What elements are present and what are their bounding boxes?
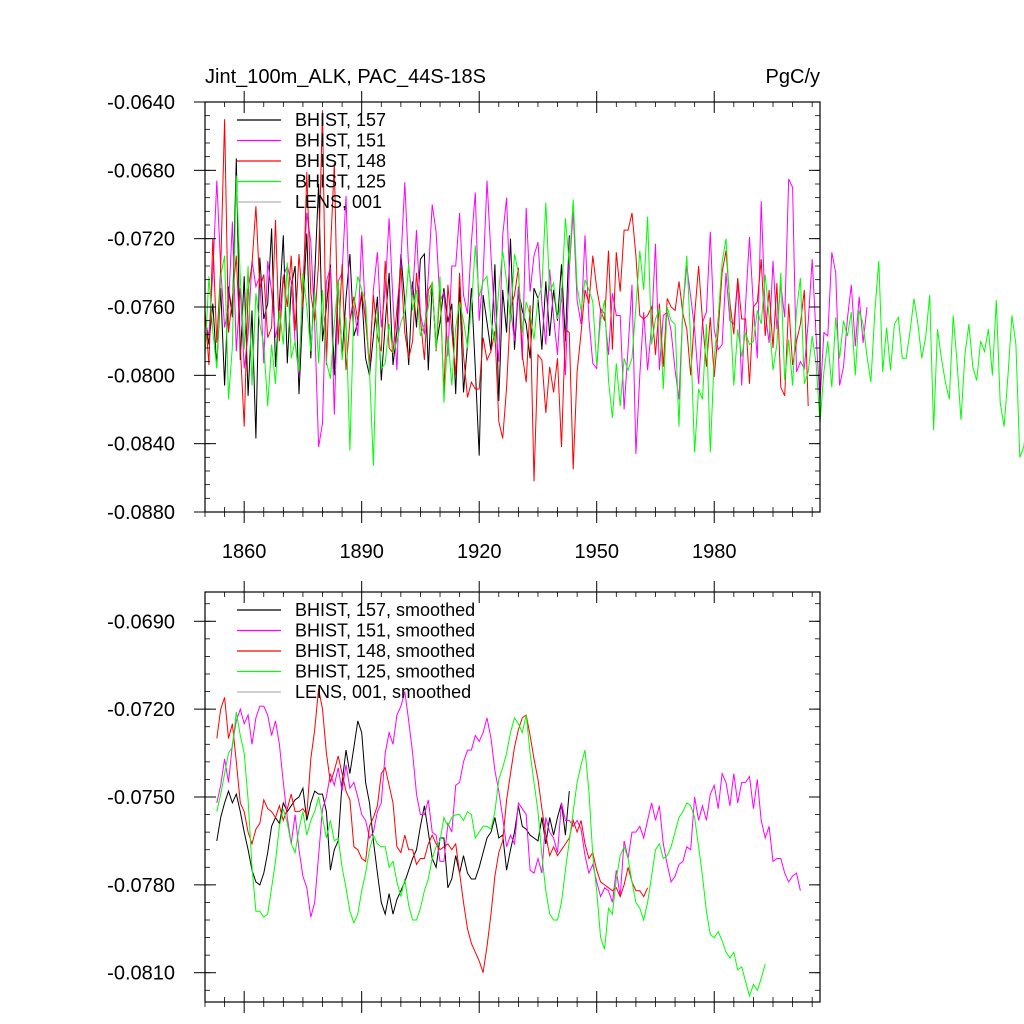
top-y-tick-label: -0.0760 xyxy=(107,297,175,319)
top-y-tick-label: -0.0800 xyxy=(107,365,175,387)
top-y-tick-label: -0.0840 xyxy=(107,434,175,456)
top-x-tick-label: 1920 xyxy=(457,541,502,563)
top-y-tick-label: -0.0880 xyxy=(107,502,175,524)
top-x-tick-label: 1860 xyxy=(222,541,267,563)
top-x-tick-label: 1950 xyxy=(574,541,619,563)
bottom-series-line-1 xyxy=(216,691,801,918)
top-legend-label-3: BHIST, 125 xyxy=(295,172,386,192)
bottom-series-line-3 xyxy=(216,712,766,998)
bottom-y-tick-label: -0.0690 xyxy=(107,611,175,633)
top-y-tick-label: -0.0640 xyxy=(107,92,175,114)
bottom-legend-label-2: BHIST, 148, smoothed xyxy=(295,641,475,661)
top-legend-label-0: BHIST, 157 xyxy=(295,110,386,130)
bottom-legend-label-4: LENS, 001, smoothed xyxy=(295,682,471,702)
top-series-line-2 xyxy=(204,110,809,482)
bottom-y-tick-label: -0.0750 xyxy=(107,787,175,809)
top-panel-title: Jint_100m_ALK, PAC_44S-18S xyxy=(205,66,486,88)
bottom-legend-label-3: BHIST, 125, smoothed xyxy=(295,662,475,682)
bottom-y-tick-label: -0.0720 xyxy=(107,699,175,721)
top-x-tick-label: 1890 xyxy=(339,541,384,563)
bottom-legend-label-0: BHIST, 157, smoothed xyxy=(295,600,475,620)
top-legend-label-1: BHIST, 151 xyxy=(295,131,386,151)
bottom-series-line-0 xyxy=(216,720,570,917)
top-y-tick-label: -0.0680 xyxy=(107,160,175,182)
top-series-line-3 xyxy=(204,175,1024,466)
top-panel-units: PgC/y xyxy=(766,66,820,88)
bottom-series-line-2 xyxy=(216,688,649,973)
bottom-legend-label-1: BHIST, 151, smoothed xyxy=(295,621,475,641)
top-panel: Jint_100m_ALK, PAC_44S-18S PgC/y -0.0640… xyxy=(107,66,1024,563)
top-series-line-1 xyxy=(204,178,868,454)
bottom-panel: -0.0690 -0.0720 -0.0750 -0.0780 -0.0810 BHIST… xyxy=(107,581,821,1013)
top-x-tick-label: 1980 xyxy=(692,541,737,563)
top-legend-label-2: BHIST, 148 xyxy=(295,151,386,171)
top-legend-label-4: LENS, 001 xyxy=(295,192,382,212)
bottom-y-tick-label: -0.0810 xyxy=(107,963,175,985)
top-y-tick-label: -0.0720 xyxy=(107,229,175,251)
bottom-y-tick-label: -0.0780 xyxy=(107,875,175,897)
